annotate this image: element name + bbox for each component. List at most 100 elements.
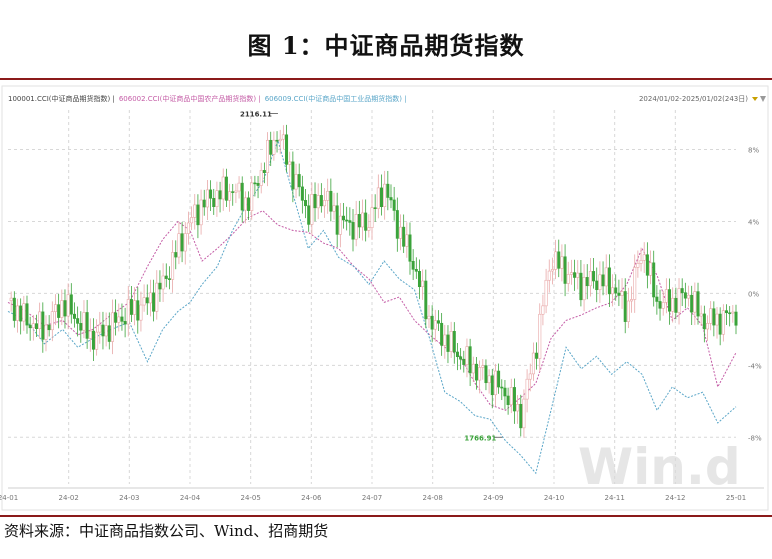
candle-body	[636, 263, 640, 268]
candle-body	[31, 323, 35, 329]
candle-body	[351, 222, 355, 240]
candle-body	[228, 191, 232, 201]
candle	[294, 163, 298, 199]
candle-body	[307, 205, 311, 225]
candle	[34, 314, 38, 337]
candle	[383, 170, 387, 220]
candle	[690, 285, 694, 326]
candle	[535, 342, 539, 370]
candle	[22, 295, 26, 331]
candle	[528, 363, 532, 392]
candle-body	[234, 190, 238, 193]
candle	[199, 189, 203, 235]
candle-body	[22, 303, 26, 322]
candle-body	[595, 280, 599, 291]
candle-body	[354, 214, 358, 240]
candle-body	[152, 292, 156, 312]
candle	[626, 287, 630, 329]
candle	[50, 301, 54, 342]
candle	[408, 222, 412, 275]
candle-body	[430, 315, 434, 330]
candle	[430, 305, 434, 343]
x-tick-label: 24-11	[604, 494, 624, 502]
candle	[69, 283, 73, 324]
candle-body	[85, 312, 89, 339]
candle-body	[114, 312, 118, 323]
candle	[402, 214, 406, 253]
candle	[329, 178, 333, 222]
candle	[88, 318, 92, 352]
candle	[326, 178, 330, 214]
candle	[319, 183, 323, 213]
candle	[28, 316, 32, 341]
candle-body	[433, 320, 437, 330]
candle	[493, 363, 497, 407]
candle	[525, 369, 529, 413]
candle-body	[642, 254, 646, 261]
candle	[269, 131, 273, 167]
candle	[367, 214, 371, 238]
candle	[53, 294, 57, 326]
candle-body	[262, 170, 266, 173]
candle	[361, 199, 365, 241]
candle-body	[446, 334, 450, 352]
candle	[465, 338, 469, 378]
candle	[307, 194, 311, 232]
candle-body	[174, 252, 178, 258]
candle	[490, 368, 494, 409]
candle-body	[668, 289, 672, 312]
candle-body	[221, 176, 225, 200]
candle-body	[231, 191, 235, 193]
settings-icon[interactable]	[752, 96, 766, 102]
candle-body	[250, 182, 254, 211]
candle-body	[611, 287, 615, 295]
candle-body	[582, 277, 586, 301]
candle-body	[139, 304, 143, 321]
candle	[497, 363, 501, 394]
candle	[500, 379, 504, 401]
candle	[117, 303, 121, 332]
candle-body	[414, 269, 418, 272]
candle	[620, 278, 624, 309]
series-line	[7, 210, 737, 411]
candle-body	[19, 305, 23, 322]
candle	[721, 304, 725, 342]
candle-body	[164, 275, 168, 279]
candle	[471, 356, 475, 382]
candle	[142, 284, 146, 312]
candle	[398, 214, 402, 251]
candle	[734, 304, 738, 335]
candle	[250, 176, 254, 220]
candle-body	[696, 291, 700, 317]
candle	[683, 282, 687, 309]
candle	[212, 188, 216, 215]
candle	[196, 194, 200, 239]
candle	[661, 290, 665, 316]
candle-body	[47, 324, 51, 331]
candle	[224, 168, 228, 207]
candle-body	[389, 197, 393, 201]
candle-body	[171, 252, 175, 280]
y-tick-label: -8%	[748, 434, 762, 442]
candle-body	[367, 227, 371, 231]
candle-body	[484, 365, 488, 384]
candle-body	[620, 291, 624, 296]
candle-body	[212, 197, 216, 208]
candle	[215, 181, 219, 217]
candle	[278, 129, 282, 155]
candle	[607, 254, 611, 307]
candle-body	[633, 267, 637, 300]
candle	[547, 259, 551, 293]
candle	[427, 304, 431, 328]
candle-body	[478, 367, 482, 381]
candle-body	[715, 313, 719, 326]
candle	[364, 199, 368, 242]
candle-body	[285, 134, 289, 165]
candle-body	[709, 308, 713, 324]
candle	[107, 312, 111, 350]
candle-body	[199, 199, 203, 226]
candle-body	[690, 294, 694, 313]
chart-legend: 100001.CCI(中证商品期货指数) | 606002.CCI(中证商品中国农…	[8, 94, 407, 103]
candle-body	[110, 312, 114, 342]
candle	[202, 189, 206, 216]
